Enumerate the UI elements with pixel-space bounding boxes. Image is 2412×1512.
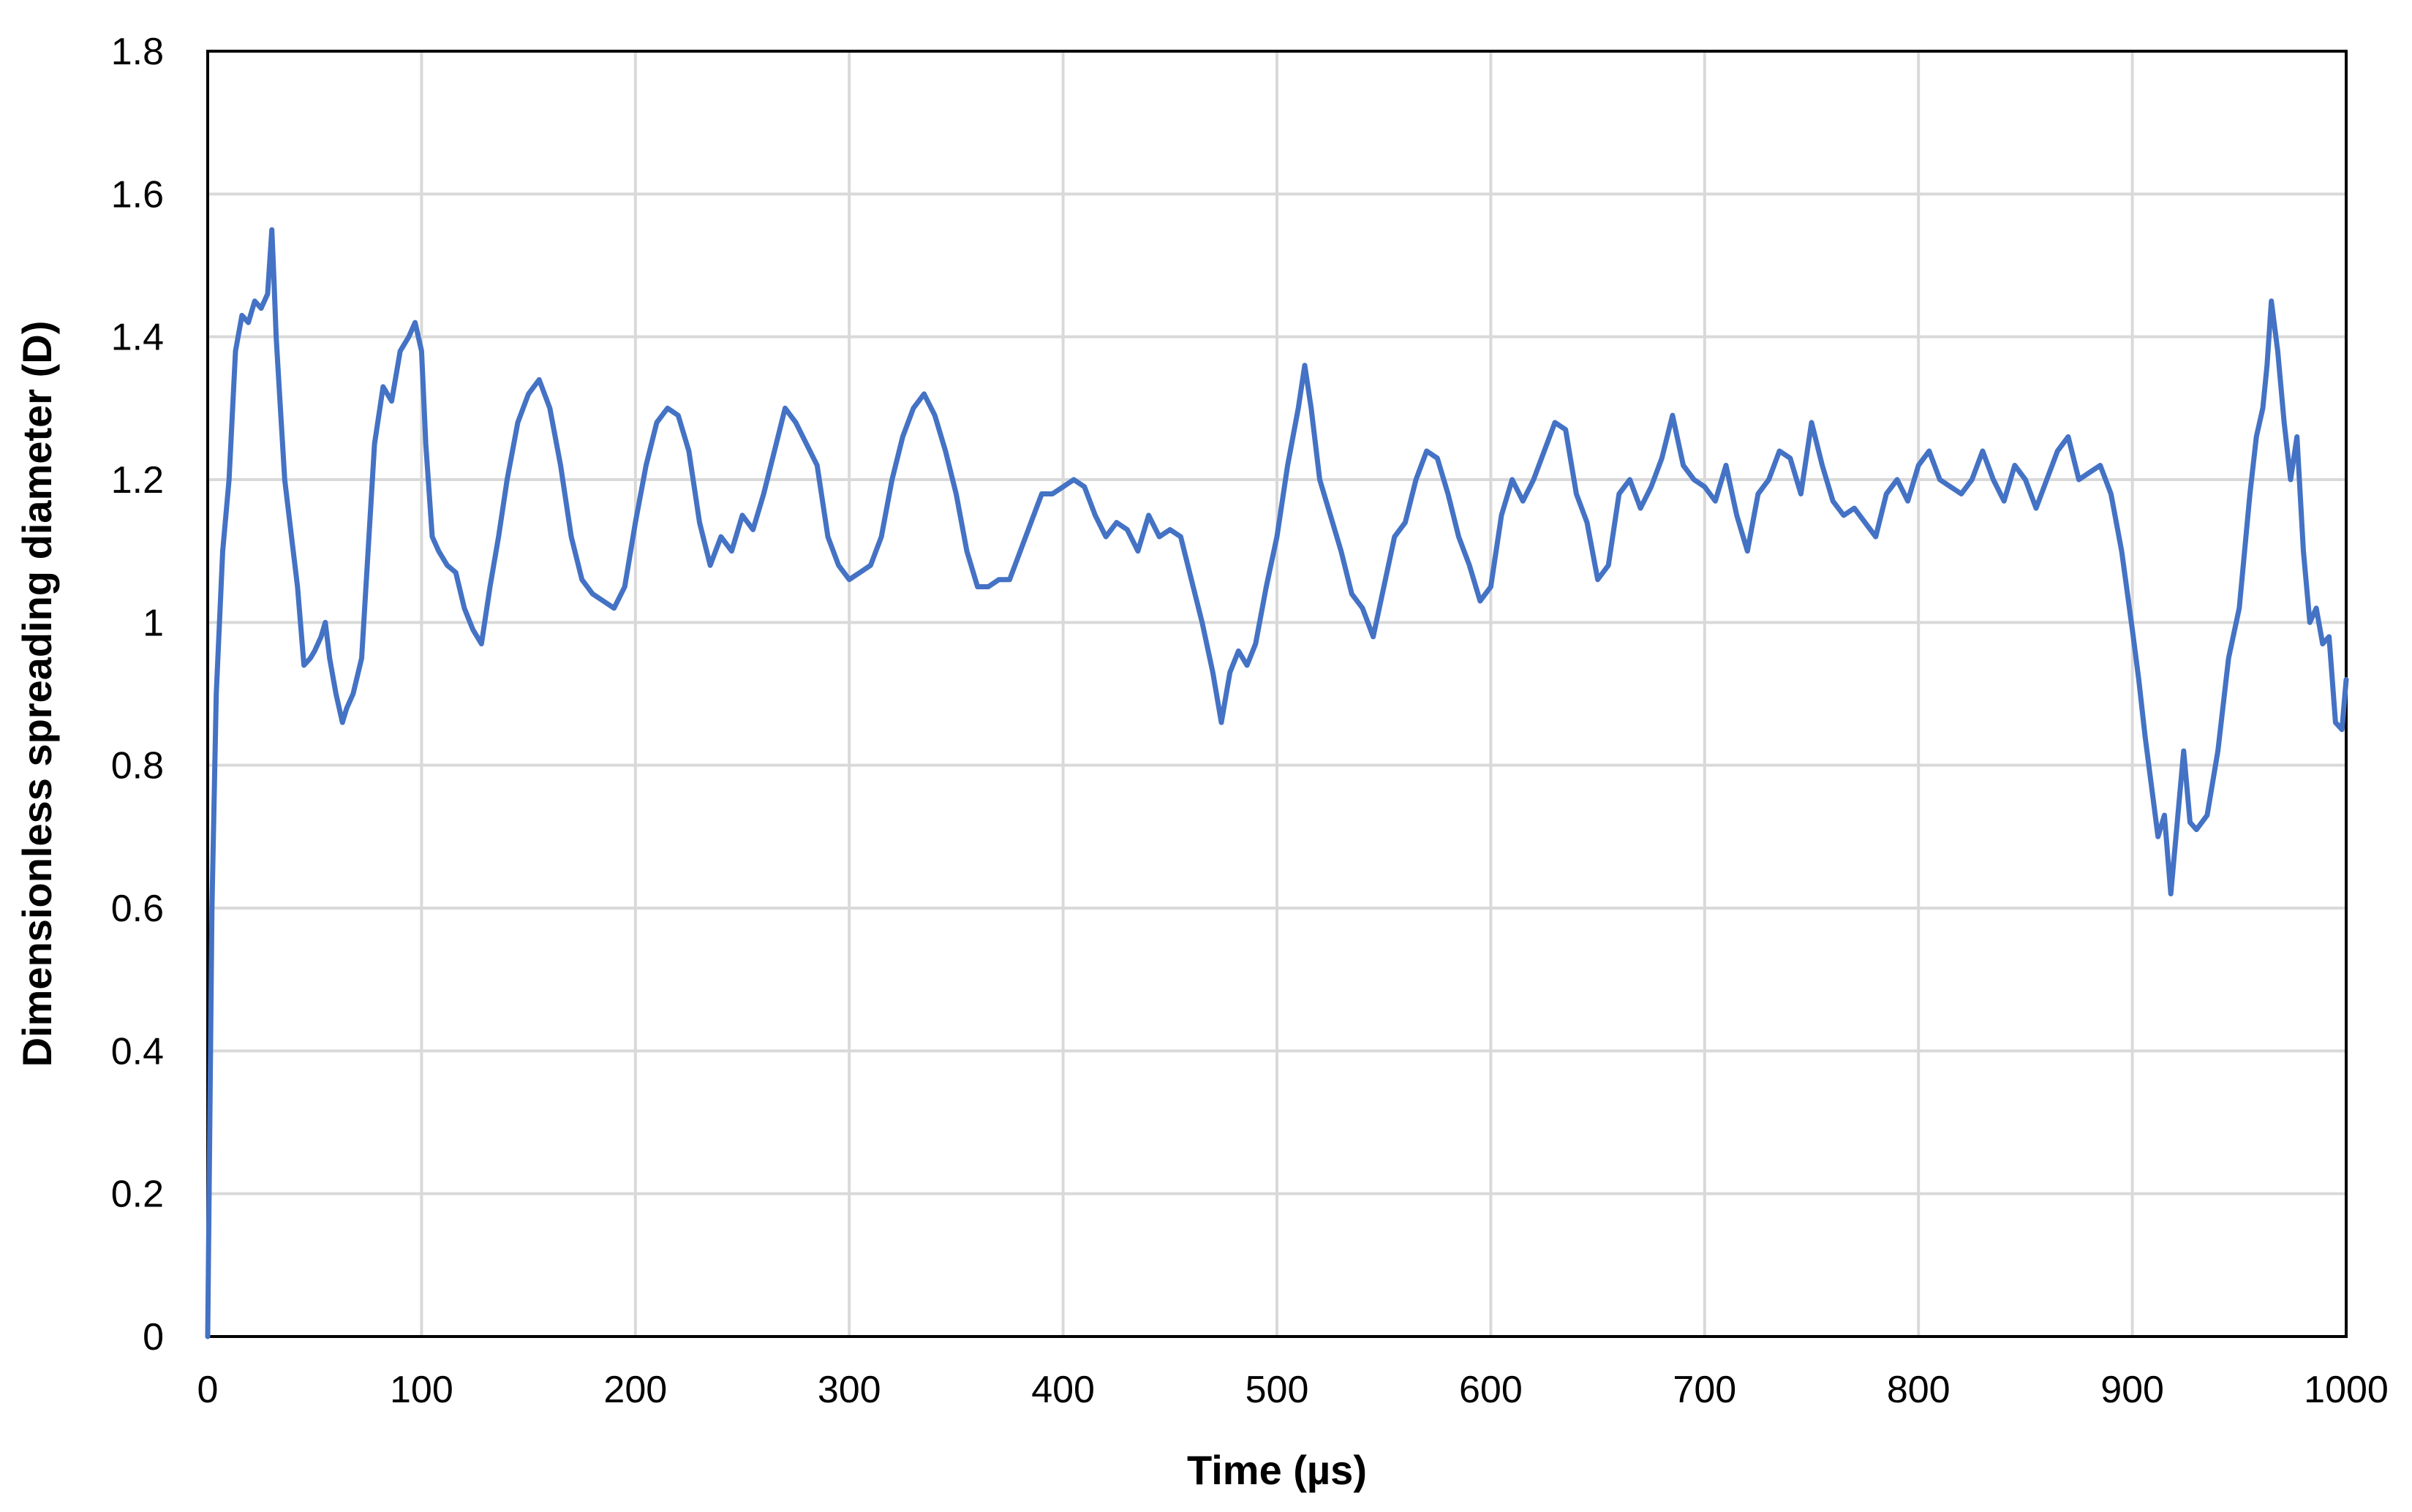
x-tick-label: 500 bbox=[1245, 1369, 1309, 1411]
horizontal-gridlines bbox=[208, 192, 2346, 1195]
x-axis-title: Time (µs) bbox=[1187, 1447, 1367, 1493]
x-tick-label: 300 bbox=[818, 1369, 881, 1411]
series-line-D bbox=[205, 227, 2349, 1339]
vertical-gridlines bbox=[420, 51, 2134, 1337]
x-tick-label: 800 bbox=[1887, 1369, 1951, 1411]
y-tick-label: 1.6 bbox=[111, 173, 164, 216]
x-tick-label: 100 bbox=[390, 1369, 453, 1411]
x-axis-tick-labels: 0 100 200 300 400 500 600 700 800 900 1000 bbox=[197, 1369, 2389, 1411]
y-tick-label: 0.6 bbox=[111, 888, 164, 930]
y-tick-label: 1 bbox=[143, 602, 164, 644]
x-tick-label: 700 bbox=[1673, 1369, 1736, 1411]
y-tick-label: 0.8 bbox=[111, 745, 164, 787]
y-tick-label: 0.2 bbox=[111, 1173, 164, 1216]
y-axis-title: Dimensionless spreading diameter (D) bbox=[14, 321, 60, 1067]
y-tick-label: 1.4 bbox=[111, 317, 164, 359]
y-tick-label: 0.4 bbox=[111, 1030, 164, 1073]
x-tick-label: 600 bbox=[1459, 1369, 1523, 1411]
x-tick-label: 900 bbox=[2100, 1369, 2164, 1411]
x-tick-label: 1000 bbox=[2304, 1369, 2389, 1411]
y-tick-label: 0 bbox=[143, 1316, 164, 1358]
x-tick-label: 400 bbox=[1031, 1369, 1095, 1411]
x-tick-label: 0 bbox=[197, 1369, 219, 1411]
y-tick-label: 1.8 bbox=[111, 31, 164, 73]
y-tick-label: 1.2 bbox=[111, 459, 164, 502]
y-axis-tick-labels: 0 0.2 0.4 0.6 0.8 1 1.2 1.4 1.6 1.8 bbox=[111, 31, 164, 1358]
x-tick-label: 200 bbox=[603, 1369, 667, 1411]
